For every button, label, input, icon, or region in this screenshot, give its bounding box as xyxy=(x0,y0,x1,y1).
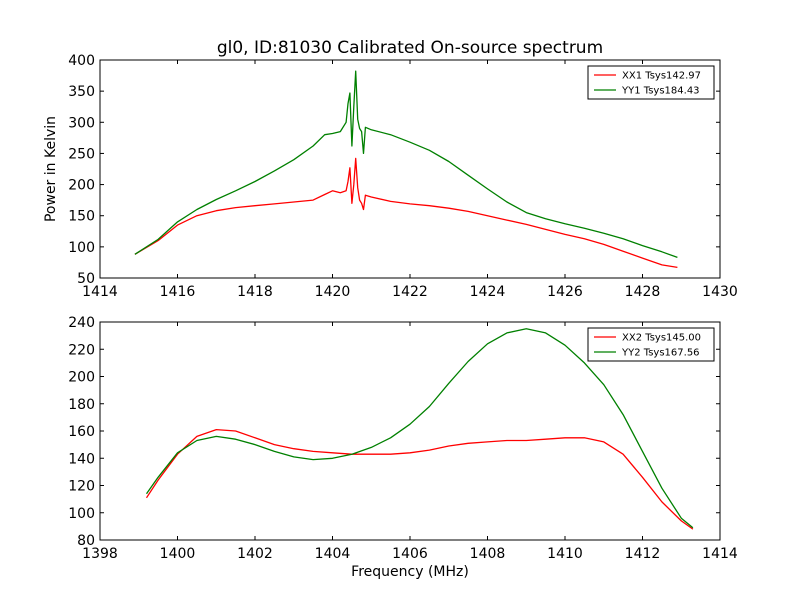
y-tick-label: 200 xyxy=(68,370,95,386)
legend-label: YY2 Tsys167.56 xyxy=(621,348,700,359)
x-tick-label: 1416 xyxy=(160,284,196,300)
y-tick-label: 240 xyxy=(68,315,95,331)
y-tick-label: 50 xyxy=(77,271,95,287)
y-tick-label: 200 xyxy=(68,178,95,194)
chart-panel-2: 1398 1400 1402 1404 1406 1408 1410 1412 1414 80 10… xyxy=(68,315,738,562)
legend-label: YY1 Tsys184.43 xyxy=(621,86,700,97)
x-tick-label: 1412 xyxy=(625,546,661,562)
legend: XX1 Tsys142.97 YY1 Tsys184.43 xyxy=(587,65,715,100)
x-tick-label: 1414 xyxy=(702,546,738,562)
legend-box xyxy=(587,65,715,100)
x-tick-label: 1404 xyxy=(315,546,351,562)
x-axis-label: Frequency (MHz) xyxy=(351,564,469,580)
x-tick-label: 1398 xyxy=(82,546,118,562)
x-tick-label: 1414 xyxy=(82,284,118,300)
series-line-xx2 xyxy=(145,428,694,530)
legend-box xyxy=(587,327,715,362)
x-tick-label: 1400 xyxy=(160,546,196,562)
y-tick-label: 300 xyxy=(68,115,95,131)
y-tick-label: 80 xyxy=(77,533,95,549)
legend: XX2 Tsys145.00 YY2 Tsys167.56 xyxy=(587,327,715,362)
y-tick-label: 120 xyxy=(68,479,95,495)
x-tick-label: 1408 xyxy=(470,546,506,562)
y-tick-label: 150 xyxy=(68,209,95,225)
y-tick-label: 100 xyxy=(68,506,95,522)
legend-label: XX1 Tsys142.97 xyxy=(622,71,701,82)
y-axis-label: Power in Kelvin xyxy=(43,116,59,222)
y-tick-label: 250 xyxy=(68,146,95,162)
y-tick-label: 160 xyxy=(68,424,95,440)
x-tick-label: 1426 xyxy=(547,284,583,300)
y-tick-label: 350 xyxy=(68,84,95,100)
x-tick-label: 1430 xyxy=(702,284,738,300)
y-tick-label: 100 xyxy=(68,240,95,256)
series-line-yy2 xyxy=(145,328,694,529)
x-tick-label: 1406 xyxy=(392,546,428,562)
x-tick-label: 1402 xyxy=(237,546,273,562)
x-tick-label: 1424 xyxy=(470,284,506,300)
x-tick-label: 1428 xyxy=(625,284,661,300)
y-tick-label: 220 xyxy=(68,342,95,358)
x-tick-label: 1410 xyxy=(547,546,583,562)
x-tick-label: 1418 xyxy=(237,284,273,300)
legend-label: XX2 Tsys145.00 xyxy=(622,333,701,344)
chart-panel-1: 1414 1416 1418 1420 1422 1424 1426 1428 1430 50 10… xyxy=(68,53,738,300)
y-tick-label: 140 xyxy=(68,451,95,467)
x-tick-label: 1422 xyxy=(392,284,428,300)
series-line-yy1 xyxy=(134,70,678,259)
x-tick-label: 1420 xyxy=(315,284,351,300)
y-tick-label: 400 xyxy=(68,53,95,69)
figure-title: gl0, ID:81030 Calibrated On-source spect… xyxy=(217,38,603,58)
y-tick-label: 180 xyxy=(68,397,95,413)
series-line-xx1 xyxy=(134,157,678,269)
